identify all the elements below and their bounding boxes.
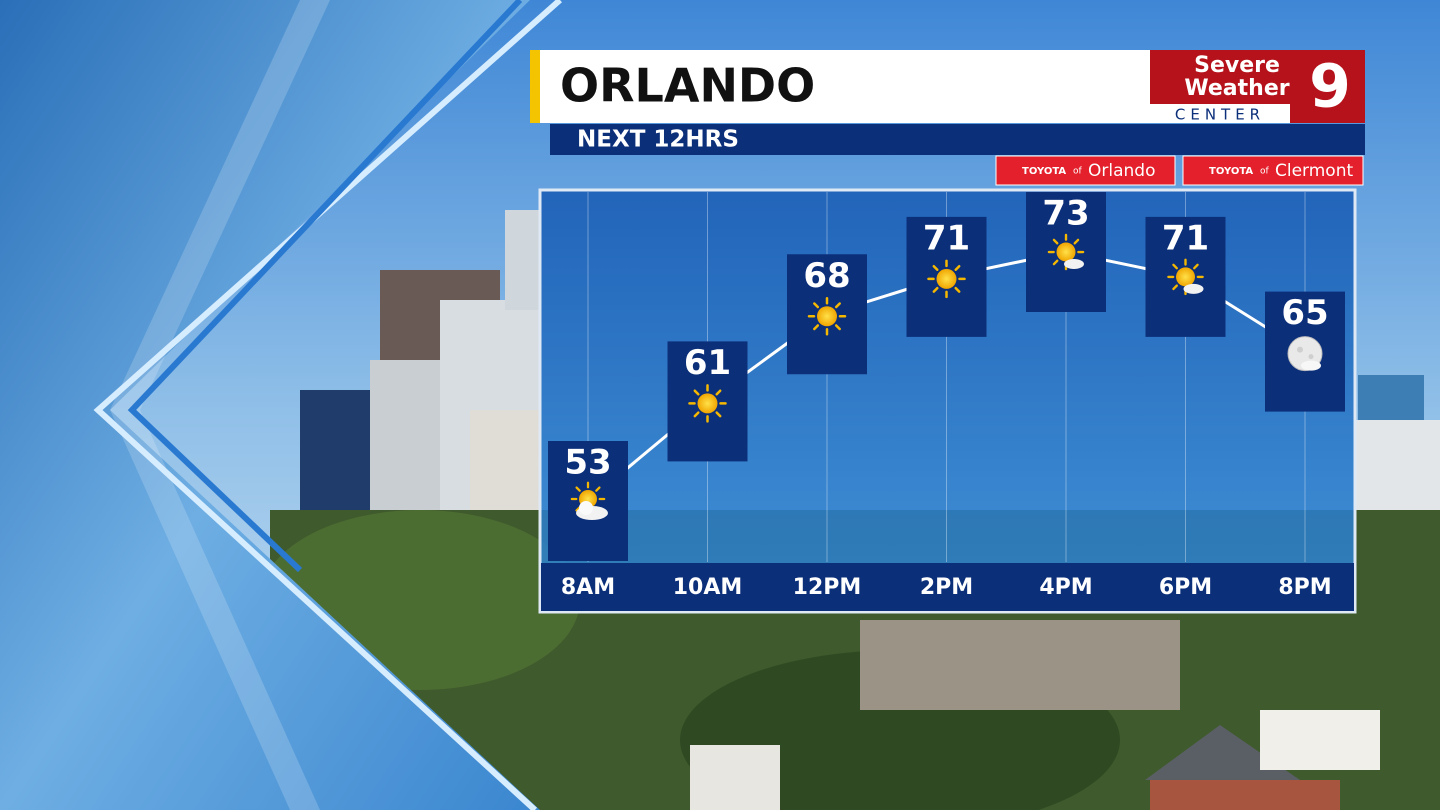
value-label: 73 (1042, 194, 1089, 234)
icon-partly-sunny (570, 481, 608, 520)
sponsor-brand: TOYOTA (1022, 166, 1066, 177)
title-accent (530, 50, 540, 123)
sponsor-name: Clermont (1275, 161, 1353, 181)
value-label: 71 (1162, 218, 1209, 258)
x-tick-label: 8AM (561, 575, 615, 600)
logo-text: Weather (1184, 76, 1289, 101)
sponsor: TOYOTA of Clermont (1182, 155, 1364, 186)
value-label: 61 (684, 343, 731, 383)
subtitle-bar (550, 124, 1365, 155)
x-tick-label: 6PM (1159, 575, 1212, 600)
x-tick-label: 4PM (1039, 575, 1092, 600)
value-label: 71 (923, 218, 970, 258)
logo-text: Severe (1194, 53, 1280, 78)
x-tick-label: 12PM (793, 575, 862, 600)
logo-text: CENTER (1175, 106, 1265, 124)
x-tick-label: 10AM (673, 575, 743, 600)
icon-sunny (688, 384, 727, 423)
chart-title: ORLANDO (560, 59, 815, 113)
sponsor-brand: TOYOTA (1209, 166, 1253, 177)
icon-mostly-sunny (1167, 258, 1204, 296)
sponsor-name: Orlando (1088, 161, 1155, 181)
value-label: 68 (803, 256, 850, 296)
logo-channel: 9 (1309, 52, 1351, 122)
icon-mostly-sunny (1047, 233, 1085, 271)
value-label: 65 (1281, 293, 1328, 333)
category-strip (541, 563, 1354, 611)
sponsor: TOYOTA of Orlando (995, 155, 1176, 186)
icons (570, 233, 1323, 520)
x-tick-label: 8PM (1278, 575, 1331, 600)
left-panel (0, 0, 540, 810)
panel-edge-inner (127, 0, 523, 573)
icon-moon (1287, 336, 1323, 372)
skyline (260, 210, 1440, 810)
value-label: 53 (564, 443, 611, 483)
panel-edge (93, 0, 562, 810)
panel-stripe (110, 0, 330, 810)
x-tick-label: 2PM (920, 575, 973, 600)
sponsor-of: of (1260, 167, 1270, 177)
chart-subtitle: NEXT 12HRS (577, 127, 739, 153)
station-logo: Severe Weather CENTER 9 (1150, 50, 1365, 124)
sponsor-of: of (1073, 167, 1083, 177)
icon-sunny (807, 297, 847, 336)
title-bar (530, 50, 1150, 123)
icon-sunny (927, 259, 966, 299)
